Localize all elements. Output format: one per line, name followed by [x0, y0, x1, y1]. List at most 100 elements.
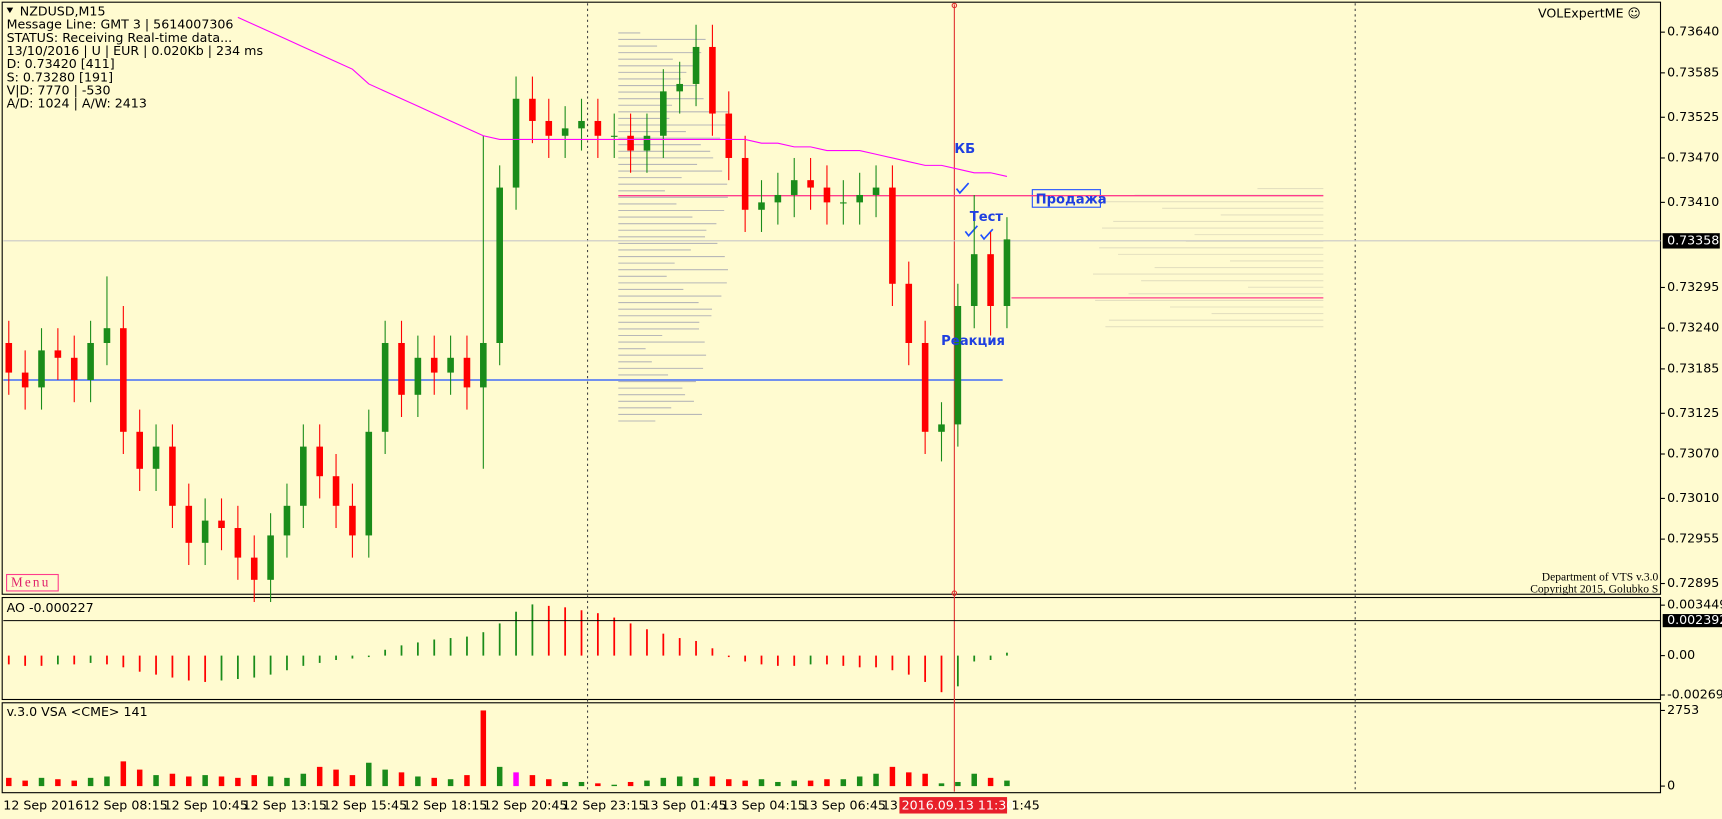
- bar: [251, 775, 257, 787]
- bar: [138, 655, 141, 672]
- bar: [646, 629, 648, 656]
- bar: [89, 655, 92, 663]
- candle-body: [807, 180, 814, 188]
- bar: [644, 780, 650, 787]
- annotation: Продажа: [1036, 193, 1107, 208]
- credit: Copyright 2015, Golubko S: [1530, 584, 1658, 596]
- candle-body: [709, 46, 716, 114]
- bar: [187, 655, 190, 681]
- bar: [955, 781, 961, 787]
- candle-body: [758, 202, 765, 210]
- bar: [938, 783, 945, 787]
- bar: [367, 655, 370, 658]
- bar: [416, 642, 419, 656]
- y-tick-label: 0.73010: [1667, 490, 1719, 505]
- x-tick-label: 13 Sep 04:15: [722, 797, 806, 812]
- annotation: КБ: [954, 142, 975, 157]
- x-tick-label: 12 Sep 2016: [3, 797, 83, 812]
- bar: [449, 638, 452, 656]
- bar: [120, 761, 127, 787]
- info-line: D: 0.73420 [411]: [7, 56, 115, 71]
- bar: [366, 762, 372, 787]
- bar: [335, 655, 337, 660]
- bar: [856, 776, 863, 787]
- x-tick-label: 13 Sep 06:45: [802, 797, 886, 812]
- candle-body: [790, 180, 798, 195]
- candle-body: [545, 120, 553, 136]
- y-tick-label: 2753: [1667, 702, 1699, 717]
- candle-body: [430, 357, 438, 373]
- expert-label: VOLExpertME ☺: [1538, 6, 1641, 21]
- y-tick-label: 0.73410: [1667, 194, 1719, 209]
- bar: [480, 710, 487, 787]
- bar: [611, 784, 617, 787]
- candle-body: [725, 113, 733, 158]
- bar: [546, 779, 552, 787]
- checkmark: [955, 182, 970, 195]
- bar: [660, 777, 667, 787]
- bar: [531, 604, 534, 656]
- bar: [989, 655, 992, 660]
- bar: [940, 655, 943, 693]
- bar: [318, 655, 321, 663]
- bar: [235, 777, 241, 787]
- bar: [55, 779, 61, 787]
- info-line: Message Line: GMT 3 | 5614007306: [7, 17, 234, 32]
- candle-body: [414, 357, 422, 395]
- y-tick-label: 0.73125: [1667, 405, 1719, 420]
- bar: [987, 777, 994, 787]
- bar: [840, 779, 847, 787]
- candle-body: [201, 520, 209, 543]
- menu-button[interactable]: Menu: [11, 574, 51, 589]
- candle-body: [218, 520, 225, 529]
- bar: [496, 766, 503, 787]
- candle-body: [692, 46, 700, 84]
- bar: [907, 655, 910, 675]
- bar: [793, 655, 796, 666]
- info-line: V|D: 7770 | -530: [7, 83, 111, 98]
- bar: [104, 776, 110, 787]
- bar: [758, 779, 765, 787]
- candle-body: [561, 128, 569, 136]
- bar: [562, 781, 568, 787]
- bar: [7, 655, 10, 665]
- y-tick-label: 0.73185: [1667, 360, 1719, 375]
- candle-body: [87, 342, 94, 380]
- bar: [136, 769, 143, 787]
- y-tick-label: -0.002693: [1667, 687, 1722, 702]
- collapse-triangle: [6, 7, 14, 14]
- crosshair-handle: [951, 590, 958, 596]
- x-tick-label: 13 Sep 01:45: [642, 797, 726, 812]
- bar: [627, 781, 634, 787]
- candle-body: [267, 535, 274, 580]
- y-tick-label: 0.00: [1667, 647, 1695, 662]
- bar: [709, 776, 716, 787]
- bar: [464, 775, 470, 787]
- y-tick-label: 0.73640: [1667, 24, 1719, 39]
- candle-body: [970, 254, 978, 306]
- bar: [760, 655, 763, 665]
- bar: [71, 780, 77, 787]
- bar: [171, 655, 174, 678]
- bar: [547, 605, 550, 656]
- bar: [776, 655, 779, 666]
- candle-body: [578, 120, 585, 129]
- bar: [513, 772, 519, 787]
- menu-box[interactable]: [6, 573, 59, 592]
- bar: [973, 655, 976, 662]
- candle-body: [741, 157, 749, 210]
- bar: [629, 623, 632, 656]
- bar: [791, 780, 797, 787]
- x-tick-label: 12 Sep 20:45: [483, 797, 567, 812]
- bar: [302, 655, 305, 666]
- x-tick-label: 12 Sep 18:15: [403, 797, 487, 812]
- bar: [284, 777, 290, 787]
- bar: [695, 640, 697, 656]
- ao-title: AO -0.000227: [7, 600, 94, 615]
- bar: [596, 613, 599, 656]
- candle-body: [332, 476, 340, 506]
- bar: [22, 780, 28, 787]
- candle-body: [234, 528, 242, 558]
- bar: [906, 772, 912, 787]
- bar: [106, 655, 108, 665]
